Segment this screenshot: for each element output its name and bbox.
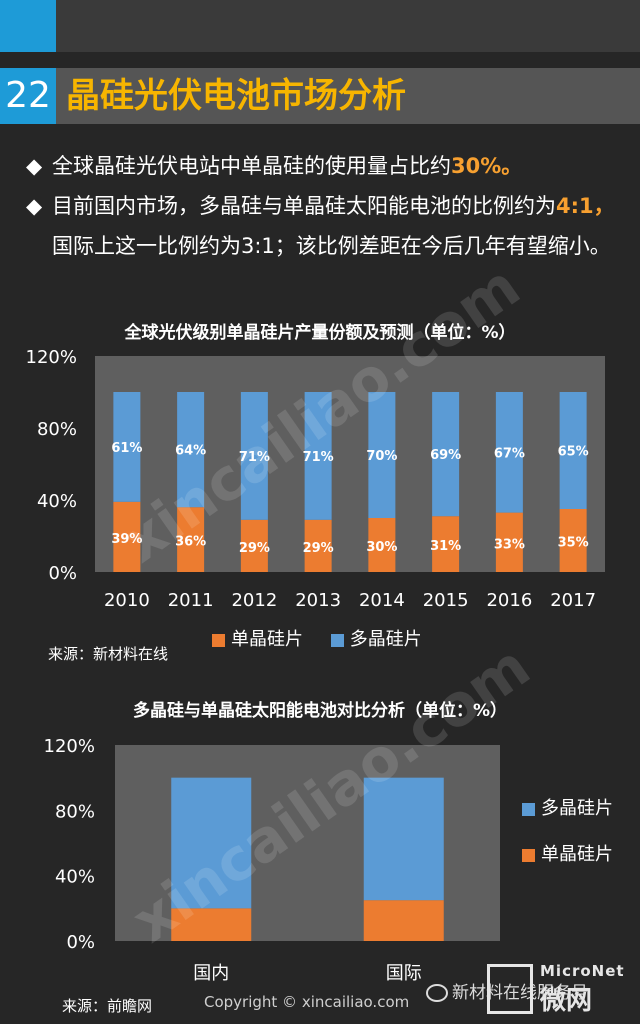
chart1-bar-poly <box>113 392 141 502</box>
chart2-y-tick: 120% <box>44 736 95 757</box>
chart1-data-label: 64% <box>175 444 206 459</box>
top-bar-accent <box>0 0 56 52</box>
chart1-data-label: 33% <box>494 537 525 552</box>
chart1-y-tick: 40% <box>37 491 77 512</box>
diamond-bullet-icon: ◆ <box>26 154 43 178</box>
chart1-bar-poly <box>432 392 460 517</box>
chart1-bar-mono <box>368 518 396 572</box>
bullet-1-text: 全球晶硅光伏电站中单晶硅的使用量占比约 <box>52 154 451 178</box>
copyright-text: Copyright © xincailiao.com <box>204 993 410 1011</box>
chart1-source: 来源：新材料在线 <box>48 645 169 663</box>
chart1-data-label: 35% <box>558 536 589 551</box>
legend-swatch-poly <box>522 802 535 816</box>
brand-bottom: 微网 <box>540 986 593 1016</box>
brand-top: MicroNet <box>540 962 625 980</box>
chart1-bar-poly <box>368 392 396 518</box>
micronet-logo-icon <box>487 964 533 1014</box>
chart2-x-tick: 国际 <box>386 963 422 984</box>
chart1-bar-mono <box>432 516 460 572</box>
chart2-source: 来源：前瞻网 <box>62 997 153 1015</box>
diamond-bullet-icon: ◆ <box>26 194 43 218</box>
chart2-y-tick: 80% <box>55 801 95 822</box>
chart1-legend-mono: 单晶硅片 <box>231 629 303 650</box>
legend-swatch-mono <box>212 633 225 647</box>
chart1-data-label: 39% <box>111 532 142 547</box>
chart1-x-tick: 2010 <box>104 590 150 611</box>
chart1-data-label: 65% <box>558 445 589 460</box>
bullet-2-text-a: 目前国内市场，多晶硅与单晶硅太阳能电池的比例约为 <box>52 194 556 218</box>
chart2-bar-poly <box>171 777 252 909</box>
chart1-bar-mono <box>240 519 268 572</box>
chart1-legend-poly: 多晶硅片 <box>349 629 422 650</box>
legend-swatch-poly <box>330 633 344 647</box>
chart2-legend-mono: 单晶硅片 <box>541 844 613 865</box>
chart1-data-label: 70% <box>366 449 397 464</box>
bullet-2-text-b: 国际上这一比例约为3:1；该比例差距在今后几年有望缩小。 <box>52 234 611 258</box>
chart1-data-label: 71% <box>239 450 270 465</box>
chart2-title: 多晶硅与单晶硅太阳能电池对比分析（单位：%） <box>132 701 508 721</box>
chart2-bar-mono <box>363 900 444 941</box>
chart1-x-tick: 2014 <box>359 590 405 611</box>
wechat-account: 新材料在线服务号 <box>426 978 588 1003</box>
bullet-item: ◆ 全球晶硅光伏电站中单晶硅的使用量占比约30%。 <box>26 146 632 186</box>
chart1-data-label: 30% <box>366 540 397 555</box>
chart1-data-label: 36% <box>175 535 206 550</box>
chart1-data-label: 29% <box>303 541 334 556</box>
page-title: 晶硅光伏电池市场分析 <box>66 76 406 116</box>
chart1-x-tick: 2017 <box>550 590 596 611</box>
chart1-bar-mono <box>495 512 523 572</box>
chart1-y-tick: 120% <box>26 347 77 368</box>
chart1-bar-mono <box>177 507 205 572</box>
chart1-bar-poly <box>240 392 268 520</box>
top-bar <box>0 0 640 52</box>
bullet-list: ◆ 全球晶硅光伏电站中单晶硅的使用量占比约30%。 ◆ 目前国内市场，多晶硅与单… <box>26 146 632 266</box>
chart1-data-label: 69% <box>430 448 461 463</box>
chart1-svg: 0% 40% 80% 120% 39% 61% 2010 36% 64% 2011 29% 71% 20… <box>26 347 605 611</box>
chart1-data-label: 71% <box>303 450 334 465</box>
chart1-legend: 单晶硅片 多晶硅片 <box>212 625 422 651</box>
legend-swatch-mono <box>522 848 535 862</box>
chart2-x-tick: 国内 <box>193 963 229 984</box>
bullet-2-highlight: 4:1， <box>556 194 615 218</box>
chart1-x-tick: 2012 <box>231 590 277 611</box>
header-band: 22 晶硅光伏电池市场分析 <box>0 68 640 124</box>
micronet-brand: MicroNet 微网 <box>540 962 625 1017</box>
chart1-x-tick: 2013 <box>295 590 341 611</box>
chart1-bar-mono <box>304 519 332 572</box>
chart2-legend-item-mono: 单晶硅片 <box>522 840 613 866</box>
chart2-svg: 0% 40% 80% 120% 国内 国际 <box>44 736 500 984</box>
page-number: 22 <box>0 68 56 124</box>
chart2-bar-mono <box>171 908 252 941</box>
chart2-bar-poly <box>363 777 444 901</box>
chart1-bar-mono <box>559 509 587 572</box>
chart1-data-label: 67% <box>494 446 525 461</box>
chart1-title: 全球光伏级别单晶硅片产量份额及预测（单位：%） <box>124 323 516 343</box>
chart1-x-tick: 2011 <box>168 590 214 611</box>
wechat-icon <box>426 984 448 1002</box>
chart1-bar-poly <box>495 392 523 513</box>
chart1-data-label: 31% <box>430 539 461 554</box>
chart1-bar-poly <box>177 392 205 508</box>
chart1-y-tick: 0% <box>48 563 77 584</box>
chart1-x-tick: 2016 <box>486 590 532 611</box>
chart2-legend-poly: 多晶硅片 <box>541 798 613 819</box>
chart1-data-label: 29% <box>239 541 270 556</box>
chart2-y-tick: 40% <box>55 867 95 888</box>
chart1-x-tick: 2015 <box>423 590 469 611</box>
chart1-bar-mono <box>113 501 141 572</box>
chart2-y-tick: 0% <box>66 932 95 953</box>
chart2-legend-item-poly: 多晶硅片 <box>522 794 613 820</box>
bullet-1-highlight: 30%。 <box>451 154 523 178</box>
bullet-item: ◆ 目前国内市场，多晶硅与单晶硅太阳能电池的比例约为4:1， 国际上这一比例约为3… <box>26 186 632 266</box>
chart1-data-label: 61% <box>111 441 142 456</box>
chart1-bar-poly <box>559 392 587 509</box>
wechat-label: 新材料在线服务号 <box>452 983 588 1003</box>
chart1-y-tick: 80% <box>37 419 77 440</box>
chart1-bar-poly <box>304 392 332 520</box>
